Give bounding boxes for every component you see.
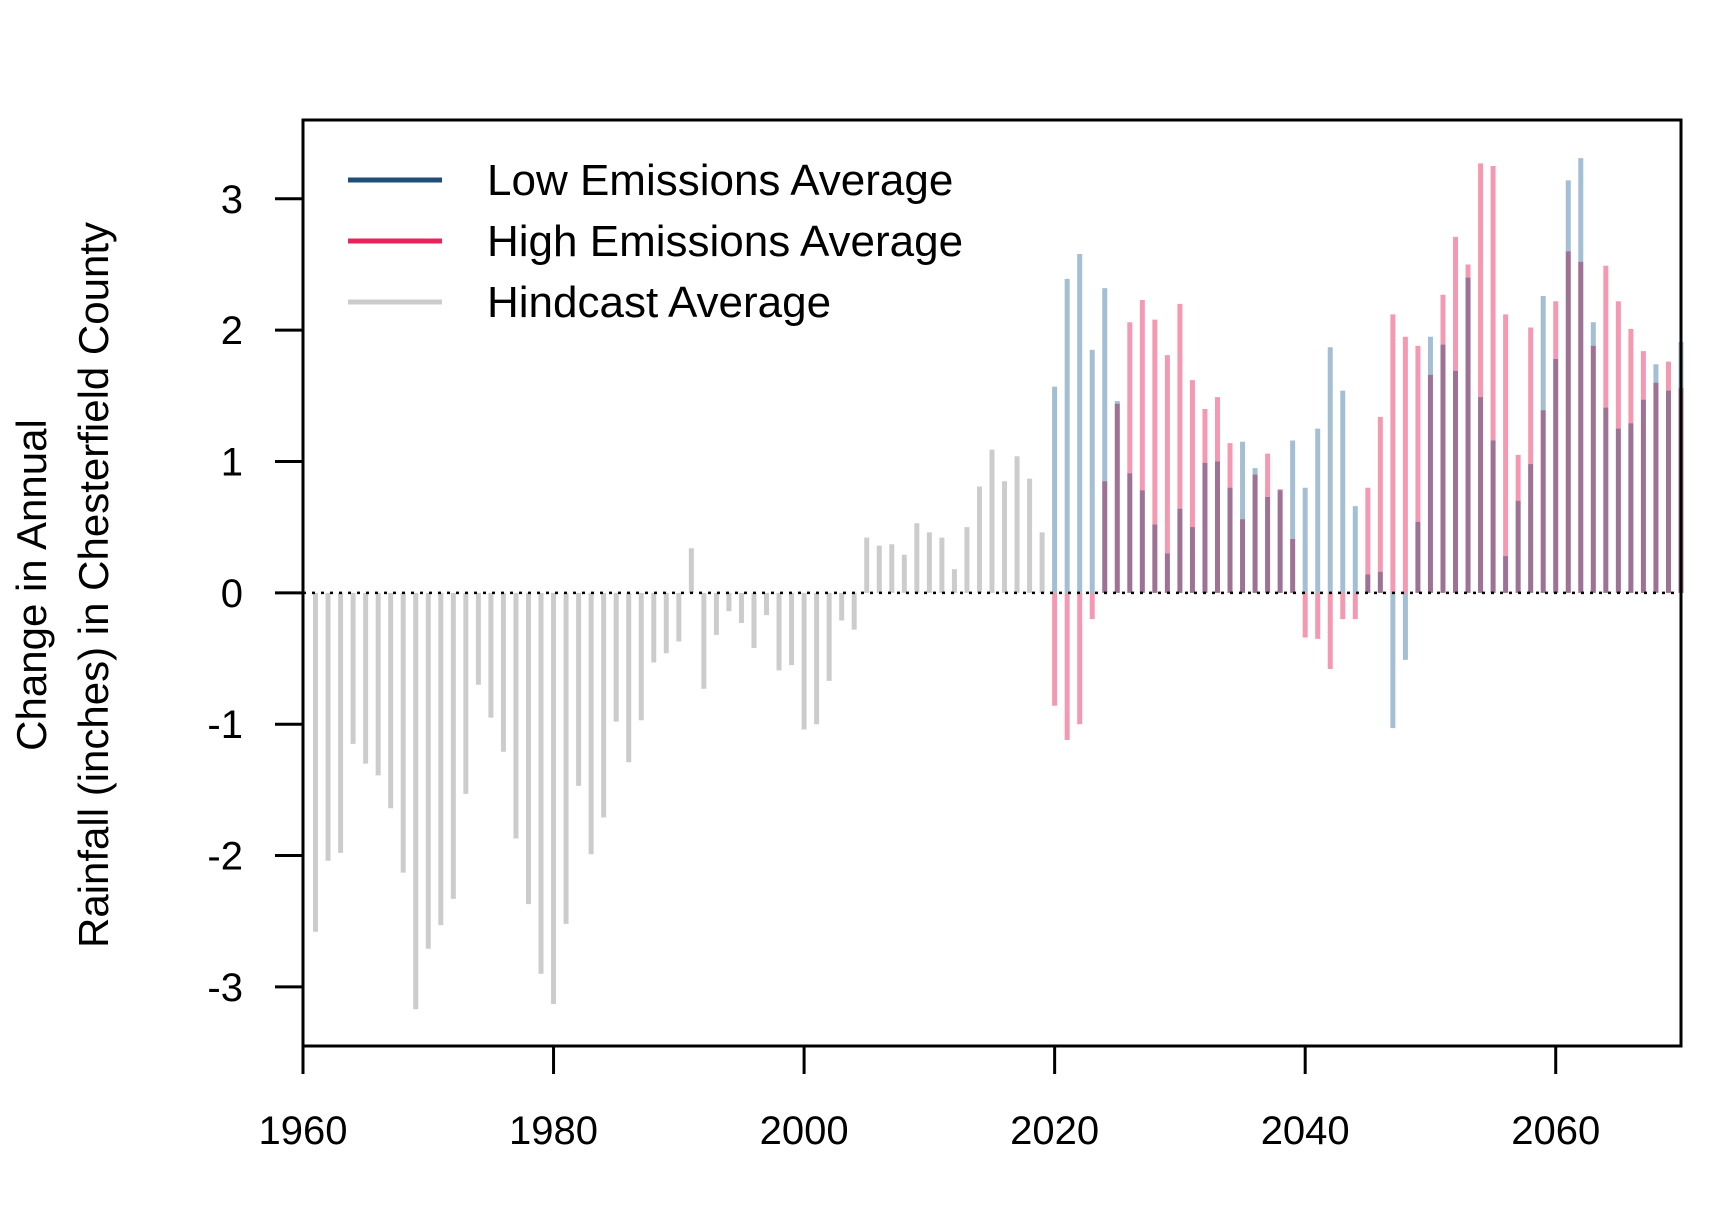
y-tick-label--3: -3	[207, 966, 243, 1010]
x-tick-label-2060: 2060	[1511, 1109, 1600, 1153]
x-tick-label-2000: 2000	[760, 1109, 849, 1153]
axes: 1960 1980 2000 2020 2040 2060 -3 -2 -1 0 1 2 3	[207, 178, 1681, 1153]
y-axis-title-line2: Rainfall (inches) in Chesterfield County	[70, 222, 117, 948]
x-tick-label-2040: 2040	[1261, 1109, 1350, 1153]
bar-layer	[313, 158, 1684, 1010]
legend-label-high: High Emissions Average	[487, 217, 963, 266]
x-tick-label-2020: 2020	[1010, 1109, 1099, 1153]
y-tick-label-0: 0	[221, 572, 243, 616]
legend: Low Emissions Average High Emissions Ave…	[348, 156, 963, 327]
x-tick-label-1960: 1960	[259, 1109, 348, 1153]
y-tick-label--2: -2	[207, 835, 243, 879]
y-tick-label-3: 3	[221, 178, 243, 222]
x-tick-label-1980: 1980	[509, 1109, 598, 1153]
y-tick-label-1: 1	[221, 441, 243, 485]
y-axis-title-line1: Change in Annual	[8, 419, 55, 751]
y-tick-label-2: 2	[221, 309, 243, 353]
legend-label-low: Low Emissions Average	[487, 156, 953, 205]
y-tick-label--1: -1	[207, 703, 243, 747]
legend-label-hindcast: Hindcast Average	[487, 278, 831, 327]
